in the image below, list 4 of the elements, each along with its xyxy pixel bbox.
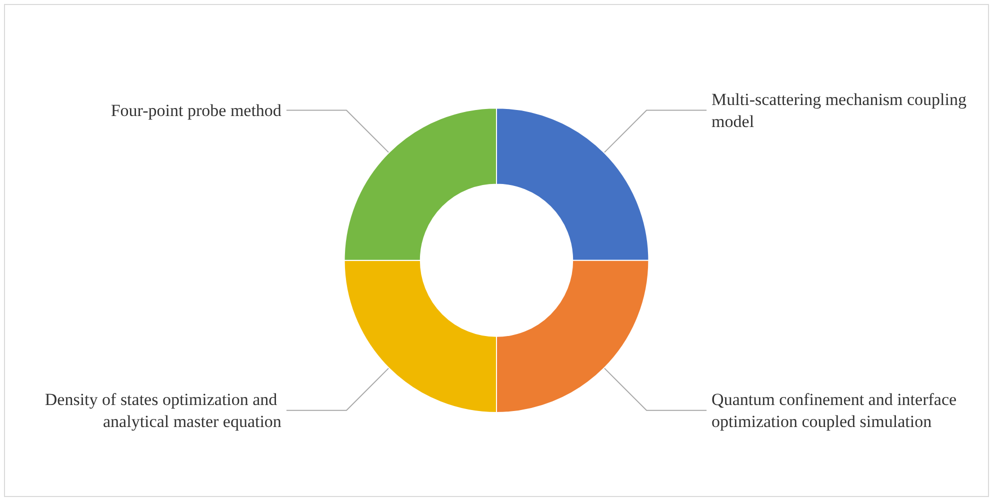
- slice-label: Quantum confinement and interface optimization coupled simulation: [712, 390, 961, 431]
- slice-label: Four-point probe method: [110, 100, 282, 120]
- slice-label: Multi-scattering mechanism coupling model: [712, 90, 971, 131]
- slice-label: Density of states optimization and analytical master equation: [44, 390, 282, 431]
